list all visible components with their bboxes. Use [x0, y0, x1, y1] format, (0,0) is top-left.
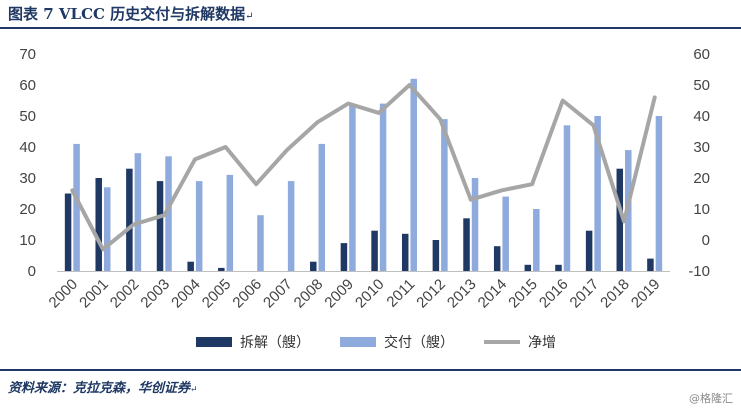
- bar-delivery: [563, 125, 571, 271]
- bar-delivery: [533, 209, 540, 271]
- bar-demolition: [585, 230, 593, 271]
- y-left-tick-label: 60: [19, 77, 36, 94]
- bar-demolition: [555, 264, 562, 271]
- y-left-tick-label: 70: [19, 46, 36, 63]
- bar-demolition: [371, 230, 378, 271]
- bar-delivery: [257, 215, 264, 271]
- chart-title: 图表 7 VLCC 历史交付与拆解数据↵: [8, 5, 254, 23]
- x-tick-label: 2007: [260, 276, 296, 312]
- legend-swatch-demolition: [196, 337, 232, 347]
- x-tick-label: 2001: [76, 276, 112, 312]
- x-tick-label: 2005: [199, 276, 235, 312]
- bar-delivery: [349, 103, 356, 271]
- bar-delivery: [441, 119, 448, 271]
- chart: 010203040506070-100102030405060200020012…: [19, 46, 710, 351]
- x-tick-label: 2004: [168, 276, 204, 312]
- x-tick-label: 2016: [536, 276, 572, 312]
- x-tick-label: 2002: [107, 276, 143, 312]
- bar-delivery: [655, 116, 663, 271]
- bar-delivery: [287, 181, 295, 271]
- y-left-tick-label: 50: [19, 108, 36, 125]
- bar-demolition: [310, 261, 317, 271]
- title-bar: 图表 7 VLCC 历史交付与拆解数据↵: [0, 0, 741, 29]
- legend-label-delivery: 交付（艘）: [384, 334, 454, 351]
- y-left-tick-label: 30: [19, 170, 36, 187]
- bar-demolition: [95, 178, 102, 271]
- source-note: 资料来源：克拉克森，华创证券↵: [8, 381, 198, 396]
- y-right-tick-label: 0: [702, 232, 710, 249]
- bottom-rule: [0, 369, 741, 371]
- bar-demolition: [493, 246, 501, 271]
- x-tick-label: 2011: [383, 276, 418, 311]
- y-left-tick-label: 40: [19, 139, 36, 156]
- bar-delivery: [594, 116, 601, 271]
- bar-demolition: [401, 233, 409, 271]
- x-tick-label: 2014: [475, 276, 511, 312]
- x-tick-label: 2000: [46, 276, 82, 312]
- bar-demolition: [64, 193, 72, 271]
- bar-delivery: [134, 153, 142, 271]
- x-tick-label: 2008: [291, 276, 327, 312]
- y-left-tick-label: 10: [19, 232, 36, 249]
- bar-delivery: [165, 156, 172, 271]
- bar-demolition: [126, 168, 133, 271]
- bar-demolition: [340, 243, 348, 271]
- bar-delivery: [195, 181, 203, 271]
- x-tick-label: 2012: [413, 276, 449, 312]
- y-right-tick-label: 20: [693, 170, 710, 187]
- bar-demolition: [463, 218, 470, 271]
- title-rule: [0, 27, 741, 29]
- line-net: [70, 83, 657, 252]
- y-right-tick-label: 60: [693, 46, 710, 63]
- bar-demolition: [187, 261, 194, 271]
- bar-demolition: [647, 258, 654, 271]
- bar-delivery: [103, 187, 111, 271]
- bar-demolition: [156, 181, 164, 271]
- legend-label-net: 净增: [528, 335, 556, 351]
- y-right-tick-label: 40: [693, 108, 710, 125]
- bar-delivery: [471, 178, 479, 271]
- x-tick-label: 2010: [352, 276, 388, 312]
- bar-demolition: [218, 267, 225, 271]
- y-right-tick-label: 50: [693, 77, 710, 94]
- bar-delivery: [502, 196, 509, 271]
- watermark: @格隆汇: [689, 392, 733, 405]
- y-left-tick-label: 20: [19, 201, 36, 218]
- bar-delivery: [73, 143, 80, 271]
- x-tick-label: 2006: [229, 276, 265, 312]
- x-tick-label: 2003: [137, 276, 173, 312]
- x-tick-label: 2018: [597, 276, 633, 312]
- legend-swatch-delivery: [340, 337, 376, 347]
- bar-delivery: [226, 174, 234, 271]
- y-left-tick-label: 0: [28, 263, 36, 280]
- bar-delivery: [318, 143, 326, 271]
- y-right-tick-label: -10: [688, 263, 710, 280]
- bar-demolition: [616, 168, 624, 271]
- x-tick-label: 2017: [567, 276, 603, 312]
- bar-delivery: [410, 78, 417, 271]
- bar-delivery: [379, 103, 387, 271]
- x-tick-label: 2009: [321, 276, 357, 312]
- y-right-tick-label: 10: [693, 201, 710, 218]
- x-tick-label: 2013: [444, 276, 480, 312]
- x-tick-label: 2019: [628, 276, 664, 312]
- x-tick-label: 2015: [505, 276, 541, 312]
- legend-label-demolition: 拆解（艘）: [240, 335, 310, 351]
- bar-demolition: [524, 264, 532, 271]
- bar-demolition: [432, 240, 440, 271]
- y-right-tick-label: 30: [693, 139, 710, 156]
